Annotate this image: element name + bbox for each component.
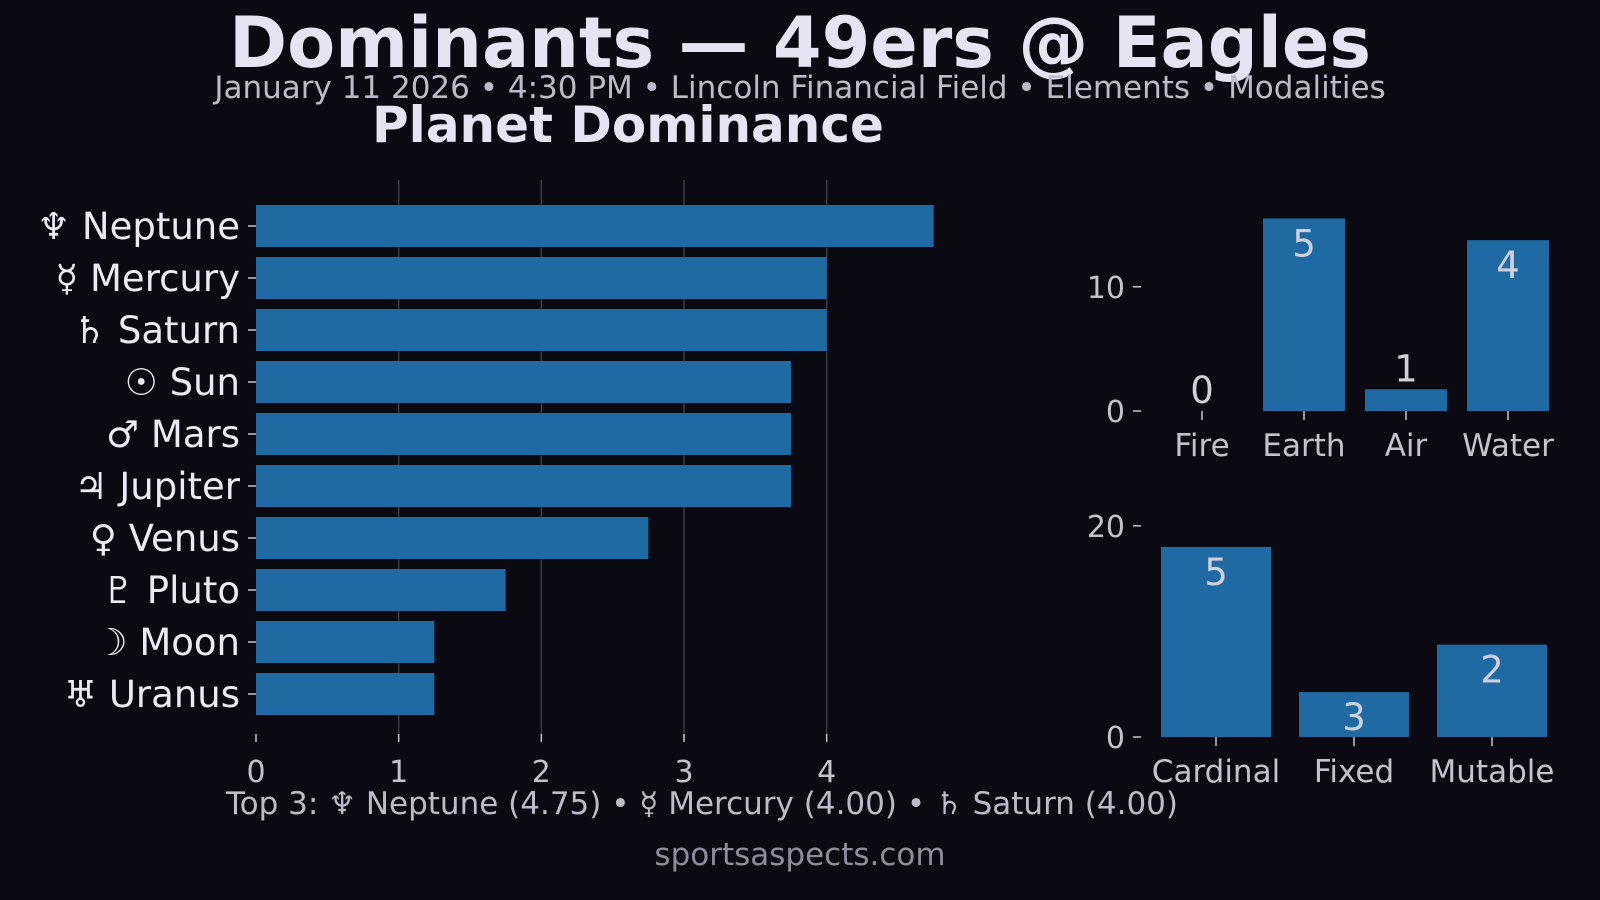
category-bar bbox=[1263, 218, 1345, 411]
bar-value-label: 0 bbox=[1190, 369, 1214, 412]
planet-label: ♄ Saturn bbox=[73, 309, 240, 352]
planet-bar bbox=[256, 205, 934, 247]
planet-label: ♇ Pluto bbox=[102, 569, 240, 612]
planet-label: ♆ Neptune bbox=[37, 205, 240, 248]
category-bar bbox=[1365, 389, 1447, 411]
x-tick-label: 3 bbox=[674, 755, 693, 790]
chart-title: Dominants — 49ers @ Eagles bbox=[229, 2, 1371, 84]
category-label: Mutable bbox=[1430, 754, 1555, 790]
planet-bar bbox=[256, 309, 827, 351]
bar-value-label: 3 bbox=[1342, 696, 1366, 739]
elements-panel: 0 10 Fire 0 Earth 5 Air 1 Water 4 bbox=[1087, 218, 1554, 464]
bar-value-label: 2 bbox=[1480, 649, 1504, 692]
planet-bar bbox=[256, 517, 649, 559]
bar-value-label: 1 bbox=[1394, 347, 1418, 390]
x-tick-label: 0 bbox=[246, 755, 265, 790]
chart-subtitle: January 11 2026 • 4:30 PM • Lincoln Fina… bbox=[212, 70, 1385, 106]
y-tick-label: 20 bbox=[1087, 510, 1125, 545]
y-tick-label: 10 bbox=[1087, 271, 1125, 306]
category-bar bbox=[1161, 546, 1271, 737]
bar-value-label: 5 bbox=[1292, 222, 1316, 265]
category-label: Fixed bbox=[1314, 754, 1394, 790]
category-label: Fire bbox=[1174, 428, 1229, 464]
planet-label: ♀ Venus bbox=[90, 517, 240, 560]
planet-bar bbox=[256, 257, 827, 299]
bar-value-label: 4 bbox=[1496, 244, 1520, 287]
planet-label: ♃ Jupiter bbox=[74, 465, 240, 508]
bar-value-label: 5 bbox=[1204, 551, 1228, 594]
planet-label: ☽ Moon bbox=[94, 621, 240, 664]
category-label: Air bbox=[1385, 428, 1428, 464]
planet-bar bbox=[256, 621, 435, 663]
planet-bar bbox=[256, 673, 435, 715]
planet-bar bbox=[256, 569, 506, 611]
watermark: sportsaspects.com bbox=[654, 837, 945, 873]
top3-summary: Top 3: ♆ Neptune (4.75) • ☿ Mercury (4.0… bbox=[225, 786, 1178, 822]
y-tick-label: 0 bbox=[1106, 395, 1125, 430]
category-bar bbox=[1299, 692, 1409, 737]
planet-label: ☿ Mercury bbox=[56, 257, 240, 300]
planet-bar bbox=[256, 413, 791, 455]
x-tick-label: 4 bbox=[817, 755, 836, 790]
planet-bar bbox=[256, 361, 791, 403]
planet-label: ♂ Mars bbox=[106, 413, 240, 456]
planet-dominance-panel: 0 1 2 3 4 ♆ Neptune ☿ Mercury ♄ Saturn ☉ Sun ♂ Ma… bbox=[37, 180, 934, 790]
category-label: Water bbox=[1462, 428, 1554, 464]
planet-bar bbox=[256, 465, 791, 507]
y-tick-label: 0 bbox=[1106, 721, 1125, 756]
modalities-panel: 0 20 Cardinal 5 Fixed 3 Mutable 2 bbox=[1087, 510, 1555, 790]
category-label: Earth bbox=[1262, 428, 1345, 464]
x-tick-label: 2 bbox=[532, 755, 551, 790]
category-bar bbox=[1467, 240, 1549, 411]
x-tick-label: 1 bbox=[389, 755, 408, 790]
planet-label: ♅ Uranus bbox=[64, 673, 240, 716]
category-label: Cardinal bbox=[1152, 754, 1280, 790]
category-bar bbox=[1437, 644, 1547, 737]
planet-panel-title: Planet Dominance bbox=[372, 96, 884, 154]
planet-label: ☉ Sun bbox=[125, 361, 240, 404]
